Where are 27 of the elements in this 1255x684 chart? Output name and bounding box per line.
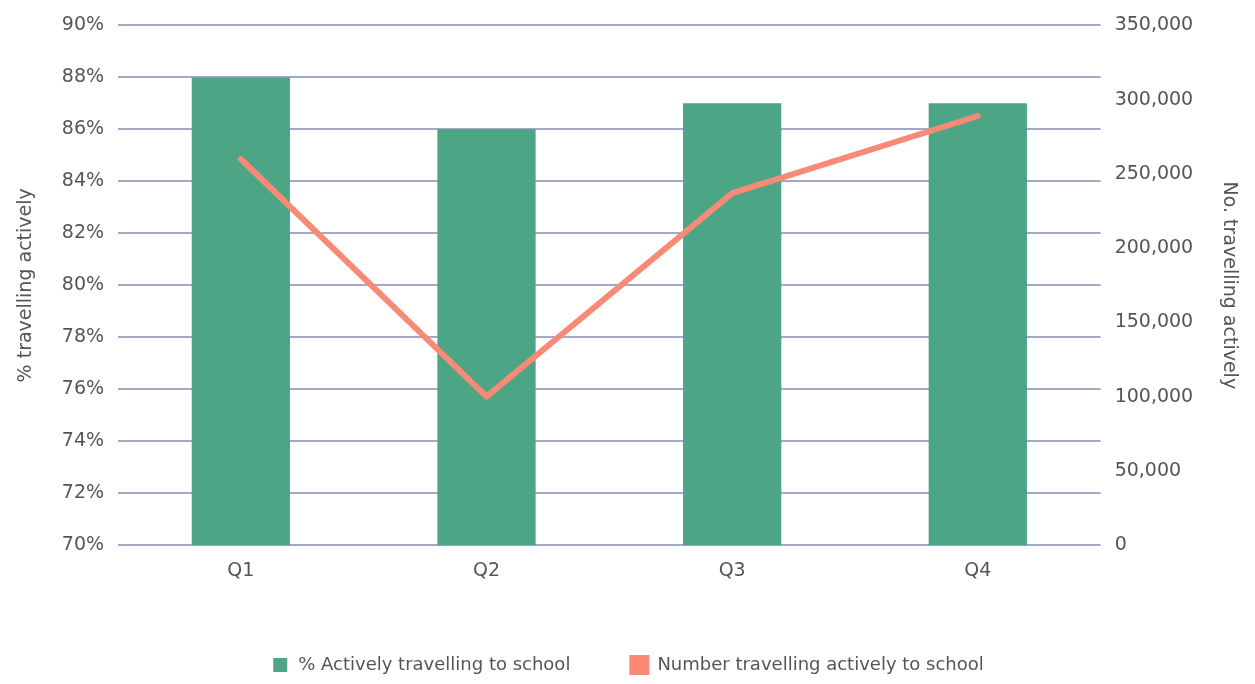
x-tick-label: Q3 — [718, 557, 746, 580]
y-tick-label: 78% — [61, 324, 105, 347]
y2-axis-title: No. travelling actively — [1219, 181, 1242, 390]
y2-tick-label: 0 — [1114, 532, 1127, 555]
y2-tick-label: 150,000 — [1114, 309, 1194, 332]
y-tick-label: 76% — [61, 376, 105, 399]
y-tick-label: 72% — [61, 480, 105, 503]
y-tick-label: 80% — [61, 272, 105, 295]
y2-tick-label: 200,000 — [1114, 235, 1194, 258]
x-tick-label: Q2 — [472, 557, 501, 580]
x-tick-label: Q1 — [227, 557, 255, 580]
y2-tick-label: 350,000 — [1114, 12, 1194, 35]
y2-tick-label: 300,000 — [1114, 86, 1194, 109]
y-tick-label: 88% — [61, 64, 105, 87]
y2-tick-label: 250,000 — [1114, 160, 1194, 183]
y-tick-label: 82% — [61, 220, 105, 243]
y-tick-label: 70% — [61, 532, 105, 555]
y2-tick-label: 100,000 — [1114, 383, 1194, 406]
y-tick-label: 74% — [61, 428, 105, 451]
y-axis-title: % travelling actively — [13, 188, 36, 383]
x-tick-label: Q4 — [964, 557, 992, 580]
y-tick-label: 86% — [61, 116, 105, 139]
y-tick-label: 90% — [61, 12, 105, 35]
legend-label: Number travelling actively to school — [657, 652, 984, 674]
y-tick-label: 84% — [61, 168, 105, 191]
y2-tick-label: 50,000 — [1114, 457, 1182, 480]
legend-label: % Actively travelling to school — [298, 652, 571, 674]
